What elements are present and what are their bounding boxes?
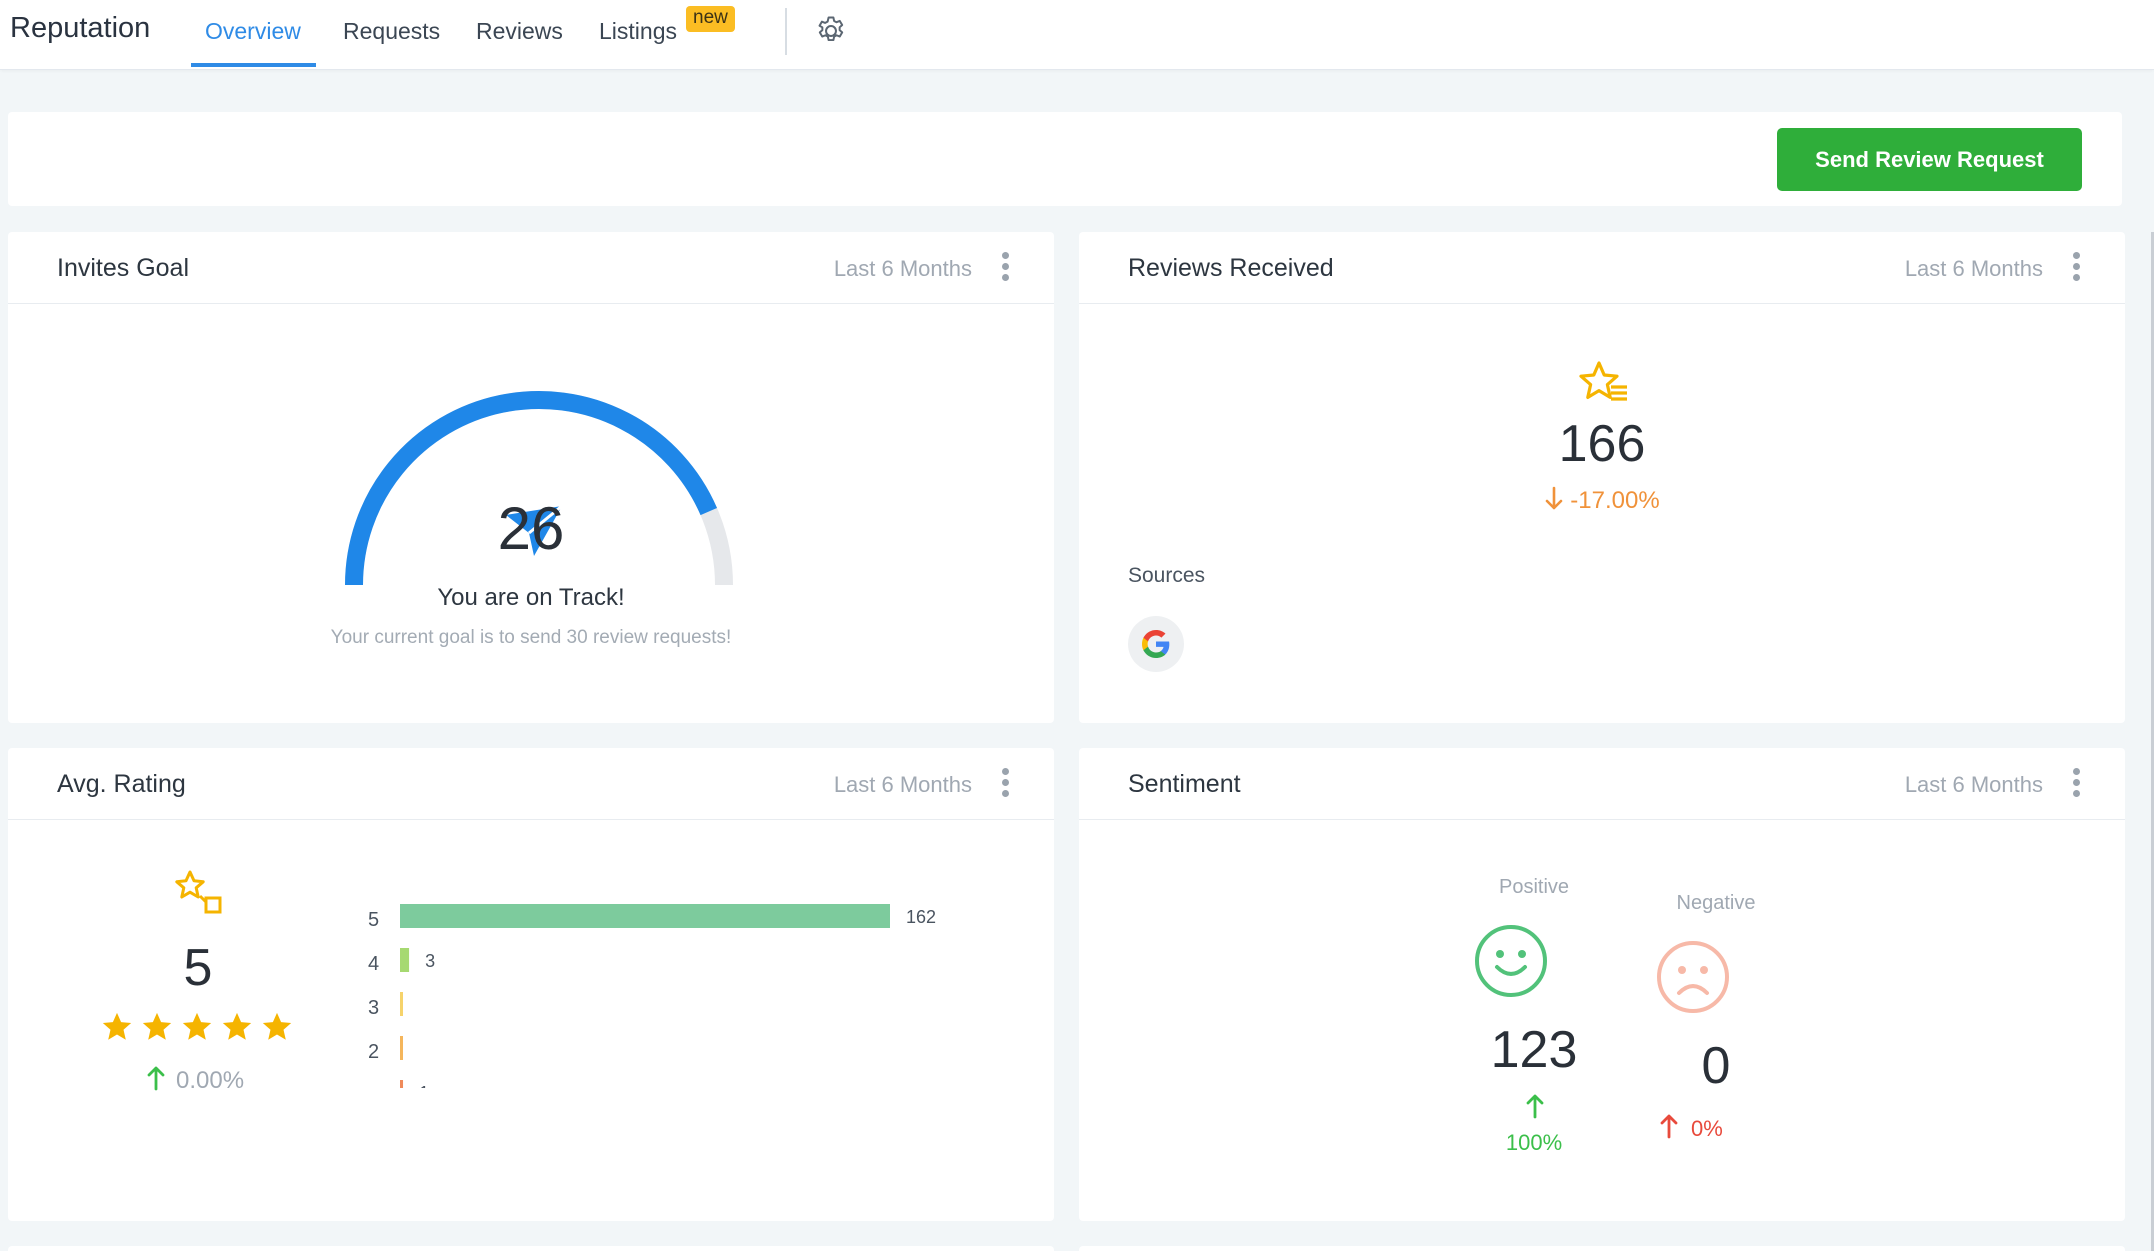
positive-count: 123 xyxy=(1490,1021,1578,1079)
rating-bar xyxy=(400,1036,403,1060)
card-header: Invites Goal Last 6 Months xyxy=(8,232,1054,304)
avg-rating-card: Avg. Rating Last 6 Months 5 0.00% 5 162 4 3… xyxy=(8,748,1054,1221)
send-review-request-button[interactable]: Send Review Request xyxy=(1777,128,2082,191)
top-nav: Reputation Overview Requests Reviews Lis… xyxy=(0,0,2154,70)
star-list-icon xyxy=(1579,361,1627,401)
gauge-progress xyxy=(345,391,718,586)
settings-gear-icon[interactable] xyxy=(814,14,848,48)
negative-count: 0 xyxy=(1701,1037,1731,1095)
nav-divider xyxy=(785,8,787,55)
arrow-up-icon xyxy=(1526,1094,1544,1119)
date-range-selector[interactable]: Last 6 Months xyxy=(1904,772,2043,797)
card-title: Sentiment xyxy=(1128,770,1241,798)
new-badge: new xyxy=(686,6,735,32)
rating-bar xyxy=(400,904,890,928)
card-title: Avg. Rating xyxy=(57,770,186,798)
positive-change: 100% xyxy=(1505,1130,1563,1155)
rating-distribution-chart: 5 162 4 3 3 2 1 1 xyxy=(368,904,936,1088)
avg-rating-value: 5 xyxy=(183,939,213,997)
bar-value-label: 1 xyxy=(419,1083,429,1088)
sources-label: Sources xyxy=(1128,564,1206,587)
arrow-up-icon xyxy=(147,1066,165,1091)
active-tab-indicator xyxy=(191,63,316,67)
bar-category-label: 4 xyxy=(368,953,379,975)
arrow-down-icon xyxy=(1545,486,1563,510)
star-icon xyxy=(222,1012,252,1040)
google-icon xyxy=(1142,630,1170,658)
rating-bar xyxy=(400,992,403,1016)
card-header: Reviews Received Last 6 Months xyxy=(1079,232,2125,304)
rating-stars xyxy=(100,1010,300,1046)
tab-reviews[interactable]: Reviews xyxy=(476,18,563,44)
date-range-selector[interactable]: Last 6 Months xyxy=(833,256,972,281)
negative-change: 0% xyxy=(1659,1112,1723,1142)
arrow-up-icon xyxy=(1660,1114,1678,1139)
goal-status: You are on Track! xyxy=(437,584,625,611)
card-title: Invites Goal xyxy=(57,254,190,282)
star-icon xyxy=(262,1012,292,1040)
app-title: Reputation xyxy=(10,12,151,44)
more-options-icon[interactable] xyxy=(2073,252,2081,282)
more-options-icon[interactable] xyxy=(1002,252,1010,282)
reviews-change: -17.00% xyxy=(1079,486,2125,515)
sad-face-icon xyxy=(1657,941,1729,1013)
sentiment-card: Sentiment Last 6 Months Positive 123 100… xyxy=(1079,748,2125,1221)
goal-gauge xyxy=(345,391,733,586)
bar-category-label: 3 xyxy=(368,997,379,1019)
bar-value-label: 3 xyxy=(425,951,435,971)
action-bar: Send Review Request xyxy=(8,112,2122,206)
next-card-partial xyxy=(8,1246,1054,1251)
star-shapes-icon xyxy=(175,870,222,914)
rating-bar xyxy=(400,1080,404,1088)
avg-rating-change-value: 0.00% xyxy=(176,1067,245,1094)
card-header: Sentiment Last 6 Months xyxy=(1079,748,2125,820)
tab-requests[interactable]: Requests xyxy=(343,18,441,44)
date-range-selector[interactable]: Last 6 Months xyxy=(1904,256,2043,281)
paper-plane-icon xyxy=(506,504,563,556)
star-icon xyxy=(142,1012,172,1040)
reviews-received-card: Reviews Received Last 6 Months 166 -17.0… xyxy=(1079,232,2125,723)
goal-description: Your current goal is to send 30 review r… xyxy=(330,627,732,648)
negative-change-value: 0% xyxy=(1691,1116,1723,1141)
avg-rating-change: 0.00% xyxy=(146,1064,244,1095)
date-range-selector[interactable]: Last 6 Months xyxy=(833,772,972,797)
star-icon xyxy=(182,1012,212,1040)
reviews-change-value: -17.00% xyxy=(1570,487,1660,514)
rating-bar xyxy=(400,948,410,972)
bar-category-label: 2 xyxy=(368,1041,379,1063)
tab-listings[interactable]: Listings xyxy=(599,18,677,44)
tab-overview[interactable]: Overview xyxy=(205,18,301,44)
card-title: Reviews Received xyxy=(1128,254,1334,282)
negative-label: Negative xyxy=(1676,892,1756,914)
bar-category-label: 5 xyxy=(368,909,379,931)
invites-goal-card: Invites Goal Last 6 Months 26 You are on… xyxy=(8,232,1054,723)
happy-face-icon xyxy=(1475,925,1547,997)
next-card-partial xyxy=(1079,1246,2125,1251)
page-scrollbar[interactable] xyxy=(2151,232,2154,1251)
invites-count: 26 xyxy=(497,495,565,562)
positive-label: Positive xyxy=(1498,876,1570,898)
reviews-count: 166 xyxy=(1558,415,1646,473)
bar-category-label: 1 xyxy=(368,1085,379,1088)
bar-value-label: 162 xyxy=(906,907,936,927)
source-google[interactable] xyxy=(1128,616,1184,672)
more-options-icon[interactable] xyxy=(2073,768,2081,798)
more-options-icon[interactable] xyxy=(1002,768,1010,798)
star-icon xyxy=(102,1012,132,1040)
card-header: Avg. Rating Last 6 Months xyxy=(8,748,1054,820)
